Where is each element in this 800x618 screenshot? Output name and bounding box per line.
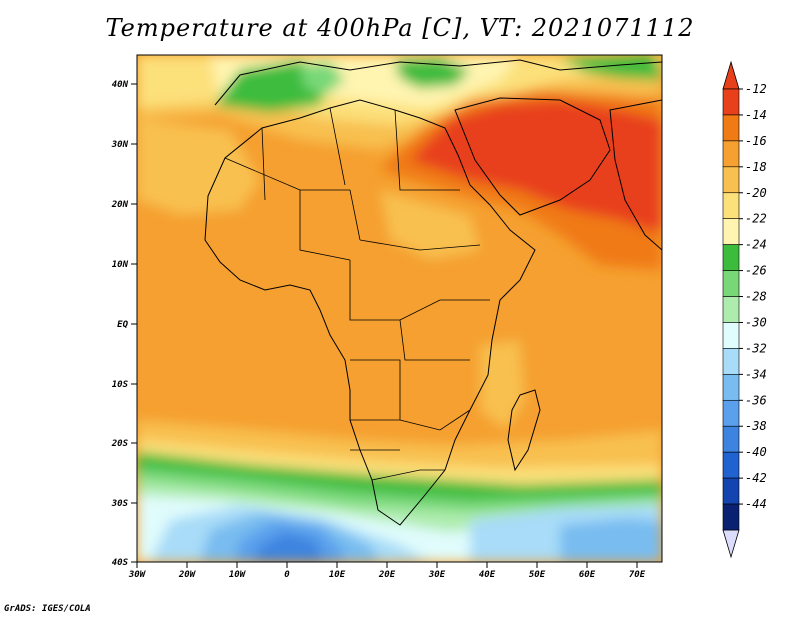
colorbar-label: -40 <box>745 445 767 459</box>
colorbar-segment <box>722 399 740 427</box>
colorbar-label: -18 <box>745 160 767 174</box>
lat-label-40s: 40S <box>112 558 129 568</box>
colorbar-segment <box>722 477 740 505</box>
colorbar-label: -38 <box>745 419 767 433</box>
lat-label-30s: 30S <box>111 499 129 509</box>
colorbar-label: -28 <box>745 290 767 304</box>
colorbar-label: -32 <box>745 341 767 355</box>
lat-label-10s: 10S <box>112 380 129 390</box>
colorbar-bottom-arrow <box>722 529 740 559</box>
lon-label-20e: 20E <box>378 570 396 580</box>
colorbar-segment <box>722 270 740 297</box>
map-frame <box>136 54 663 563</box>
lon-label-0: 0 <box>284 570 290 580</box>
temperature-field <box>137 55 662 562</box>
colorbar-segment <box>722 374 740 401</box>
lon-label-50e: 50E <box>529 570 546 580</box>
colorbar-segment <box>722 166 740 194</box>
colorbar-label: -26 <box>745 264 767 278</box>
india-coastline <box>609 99 662 251</box>
colorbar-label: -34 <box>745 367 767 381</box>
lon-label-10w: 10W <box>229 570 247 580</box>
colorbar-label: -36 <box>745 393 767 407</box>
lon-axis: 30W 20W 10W 0 10E 20E 30E 40E 50E 60E 70… <box>128 562 646 580</box>
grads-credit: GrADS: IGES/COLA <box>4 604 91 614</box>
colorbar-segment <box>722 503 740 531</box>
lon-label-70e: 70E <box>629 570 646 580</box>
lat-label-eq: EQ <box>117 320 128 330</box>
lat-label-20n: 20N <box>111 200 129 210</box>
colorbar-label: -24 <box>745 238 767 252</box>
colorbar-top-arrow <box>722 60 740 90</box>
colorbar-segment <box>722 296 740 323</box>
lon-label-30w: 30W <box>128 570 147 580</box>
arabia-coastline <box>454 97 611 216</box>
lon-label-40e: 40E <box>479 570 496 580</box>
lon-label-60e: 60E <box>579 570 596 580</box>
lat-label-30n: 30N <box>111 140 129 150</box>
colorbar-label: -30 <box>745 315 767 329</box>
colorbar-label: -16 <box>745 134 767 148</box>
madagascar-coastline <box>507 389 541 472</box>
colorbar-segment <box>722 140 740 168</box>
coastlines <box>204 59 662 526</box>
map-title: Temperature at 400hPa [C], VT: 202107111… <box>105 14 695 42</box>
lat-label-20s: 20S <box>111 439 129 449</box>
colorbar-label: -44 <box>745 497 767 511</box>
colorbar-segment <box>722 425 740 453</box>
colorbar-segment <box>722 192 740 220</box>
colorbar-segment <box>722 244 740 271</box>
colorbar-segment <box>722 348 740 375</box>
colorbar-label: -20 <box>745 186 767 200</box>
colorbar-segment <box>722 114 740 142</box>
country-borders <box>224 107 490 481</box>
lon-label-30e: 30E <box>428 570 446 580</box>
lon-label-10e: 10E <box>329 570 346 580</box>
colorbar-label: -12 <box>745 82 767 96</box>
africa-coastline <box>204 99 536 526</box>
colorbar-segment <box>722 218 740 245</box>
colorbar-segment <box>722 88 740 116</box>
lat-label-10n: 10N <box>112 260 129 270</box>
colorbar-segment <box>722 322 740 349</box>
colorbar-label: -42 <box>745 471 767 485</box>
lon-label-20w: 20W <box>178 570 197 580</box>
lat-axis: 40N 30N 20N 10N EQ 10S 20S 30S 40S <box>111 80 137 568</box>
colorbar-label: -14 <box>745 108 767 122</box>
colorbar-segment <box>722 451 740 479</box>
lat-label-40n: 40N <box>112 80 129 90</box>
colorbar: -12 -14 -16 -18 -20 -22 -24 -26 -28 -30 -32 -34 -36 -… <box>722 60 767 559</box>
europe-coastline <box>214 59 662 106</box>
colorbar-label: -22 <box>745 212 767 226</box>
